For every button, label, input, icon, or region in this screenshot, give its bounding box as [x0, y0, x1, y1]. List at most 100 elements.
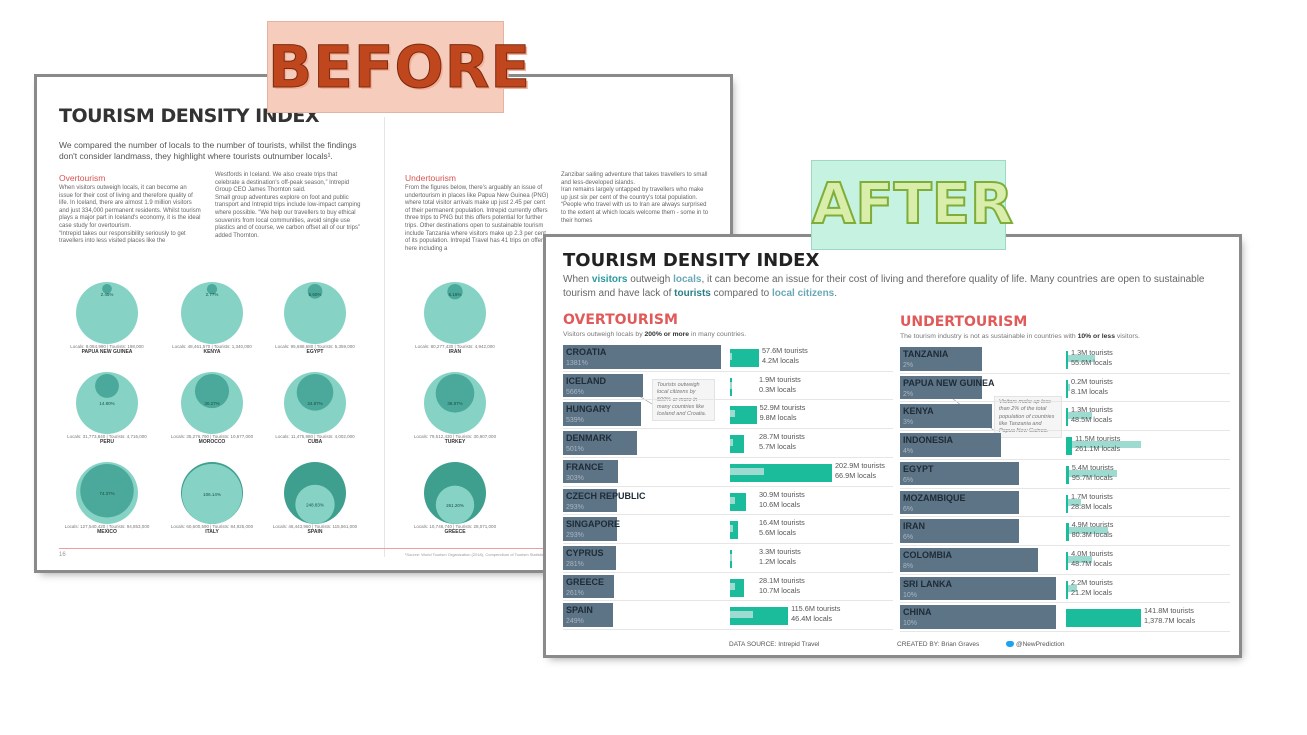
- bubble-counts: Locals: 11,475,980 | Tourists: 4,002,000: [275, 434, 355, 439]
- ratio-bar: SPAIN 249%: [563, 603, 613, 627]
- row-separator: [900, 401, 1230, 403]
- country-label: SRI LANKA: [903, 578, 952, 589]
- row-separator: [563, 485, 893, 487]
- bubble-item: 34.87% Locals: 11,475,980 | Tourists: 4,0…: [260, 372, 370, 445]
- bubble-item: 30.27% Locals: 35,276,790 | Tourists: 10,…: [157, 372, 267, 445]
- locals-bar: [1066, 584, 1078, 592]
- tourists-value: 115.6M tourists: [791, 604, 841, 614]
- country-label: SINGAPORE: [566, 519, 621, 530]
- country-label: CHINA: [903, 607, 932, 618]
- bubble-pct-label: 14.80%: [99, 401, 114, 406]
- ratio-label: 249%: [566, 618, 584, 626]
- before-label: BEFORE: [267, 21, 531, 113]
- tourists-locals-label: 5.4M tourists 95.7M locals: [1072, 463, 1114, 483]
- row-separator: [900, 631, 1230, 632]
- bubble-pct-label: 38.87%: [447, 401, 462, 406]
- row-separator: [563, 399, 893, 401]
- ratio-label: 3%: [903, 419, 914, 427]
- data-source: DATA SOURCE: Intrepid Travel: [729, 641, 820, 648]
- before-column-2: Westfords in Iceland. We also create tri…: [215, 172, 361, 239]
- row-separator: [900, 458, 1230, 460]
- locals-bar: [1066, 527, 1109, 535]
- tourists-value: 28.1M tourists: [759, 575, 805, 585]
- after-label: AFTER: [811, 160, 1014, 250]
- tourists-locals-label: 141.8M tourists 1,378.7M locals: [1144, 606, 1195, 626]
- country-label: CYPRUS: [566, 547, 604, 558]
- tourists-bar: [1066, 580, 1068, 599]
- after-intro: When visitors outweigh locals, it can be…: [563, 274, 1205, 299]
- before-page-number: 16: [59, 552, 66, 558]
- tourists-bar: [1066, 494, 1068, 513]
- before-undertourism-heading: Undertourism: [405, 173, 457, 183]
- bubble-pct-label: 106.14%: [203, 492, 221, 497]
- bubble-country: ITALY: [205, 529, 219, 535]
- country-label: SPAIN: [566, 605, 593, 616]
- country-label: IRAN: [903, 521, 925, 532]
- twitter-handle[interactable]: @NewPrediction: [1006, 641, 1065, 648]
- locals-bar: [730, 467, 764, 475]
- bubble-item: 261.20% Locals: 10,746,740 | Tourists: 28…: [400, 462, 510, 535]
- ratio-label: 10%: [903, 620, 918, 628]
- bubble-pct-label: 2.77%: [206, 292, 219, 297]
- country-label: FRANCE: [566, 461, 604, 472]
- bubble-item: 14.80% Locals: 31,773,840 | Tourists: 4,7…: [52, 372, 162, 445]
- tourists-value: 0.2M tourists: [1071, 376, 1113, 386]
- bubble-pct-label: 261.20%: [446, 503, 464, 508]
- country-label: CZECH REPUBLIC: [566, 490, 646, 501]
- bubble-item: 106.14% Locals: 60,600,590 | Tourists: 84…: [157, 462, 267, 535]
- row-separator: [563, 542, 893, 544]
- before-column-1: When visitors outweigh locals, it can be…: [59, 185, 201, 245]
- locals-value: 48.7M locals: [1071, 558, 1113, 568]
- bubble-counts: Locals: 31,773,840 | Tourists: 4,716,000: [67, 434, 147, 439]
- locals-circle: [76, 372, 138, 434]
- ratio-bar: CROATIA 1381%: [563, 345, 721, 369]
- tourists-locals-label: 1.3M tourists 48.5M locals: [1071, 405, 1113, 425]
- bubble-circles: 248.83%: [284, 462, 346, 524]
- locals-bar: [1066, 412, 1092, 420]
- tourists-circle: [102, 284, 112, 294]
- tourists-bar: [730, 521, 739, 540]
- country-label: TANZANIA: [903, 349, 949, 359]
- country-label: DENMARK: [566, 433, 612, 444]
- ratio-label: 539%: [566, 417, 584, 425]
- locals-value: 9.8M locals: [759, 413, 797, 423]
- locals-value: 48.5M locals: [1071, 415, 1112, 425]
- overtourism-title: OVERTOURISM: [563, 312, 678, 328]
- row-separator: [900, 573, 1230, 575]
- row-separator: [563, 456, 893, 458]
- before-intro: We compared the number of locals to the …: [59, 140, 357, 161]
- bubble-counts: Locals: 8,084,990 | Tourists: 198,000: [70, 344, 144, 349]
- row-separator: [900, 516, 1230, 518]
- locals-circle: [295, 484, 335, 524]
- country-label: MOZAMBIQUE: [903, 492, 966, 503]
- before-overtourism-heading: Overtourism: [59, 173, 106, 183]
- bubble-country: MOROCCO: [198, 439, 226, 445]
- ratio-bar: MOZAMBIQUE 6%: [900, 490, 1020, 515]
- ratio-label: 6%: [903, 476, 914, 484]
- ratio-label: 2%: [903, 390, 914, 398]
- tourists-locals-label: 1.7M tourists 28.8M locals: [1071, 492, 1113, 512]
- locals-value: 0.3M locals: [759, 384, 796, 394]
- tourists-circle: [296, 374, 334, 411]
- before-page-divider: [384, 117, 385, 557]
- ratio-bar: ICELAND 566%: [563, 373, 644, 398]
- country-label: GREECE: [566, 576, 605, 587]
- bubble-country: IRAN: [448, 349, 462, 355]
- tourists-value: 141.8M tourists: [1144, 606, 1194, 616]
- locals-circle: [284, 282, 346, 344]
- locals-bar: [730, 496, 736, 504]
- ratio-label: 1381%: [566, 360, 588, 367]
- tourists-value: 52.9M tourists: [759, 403, 806, 413]
- before-title: TOURISM DENSITY INDEX: [59, 105, 320, 127]
- row-separator: [563, 629, 893, 630]
- row-separator: [563, 428, 893, 430]
- tourists-value: 28.7M tourists: [759, 432, 805, 442]
- ratio-bar: DENMARK 501%: [563, 431, 637, 455]
- tourists-bar: [1066, 408, 1068, 427]
- bubble-counts: Locals: 127,540,420 | Tourists: 94,853,0…: [64, 524, 150, 529]
- tourists-circle: [435, 374, 475, 413]
- undertourism-title: UNDERTOURISM: [900, 314, 1028, 330]
- tourists-circle: [206, 284, 218, 295]
- bubble-pct-label: 34.87%: [307, 401, 322, 406]
- bubble-circles: 2.45%: [76, 282, 138, 344]
